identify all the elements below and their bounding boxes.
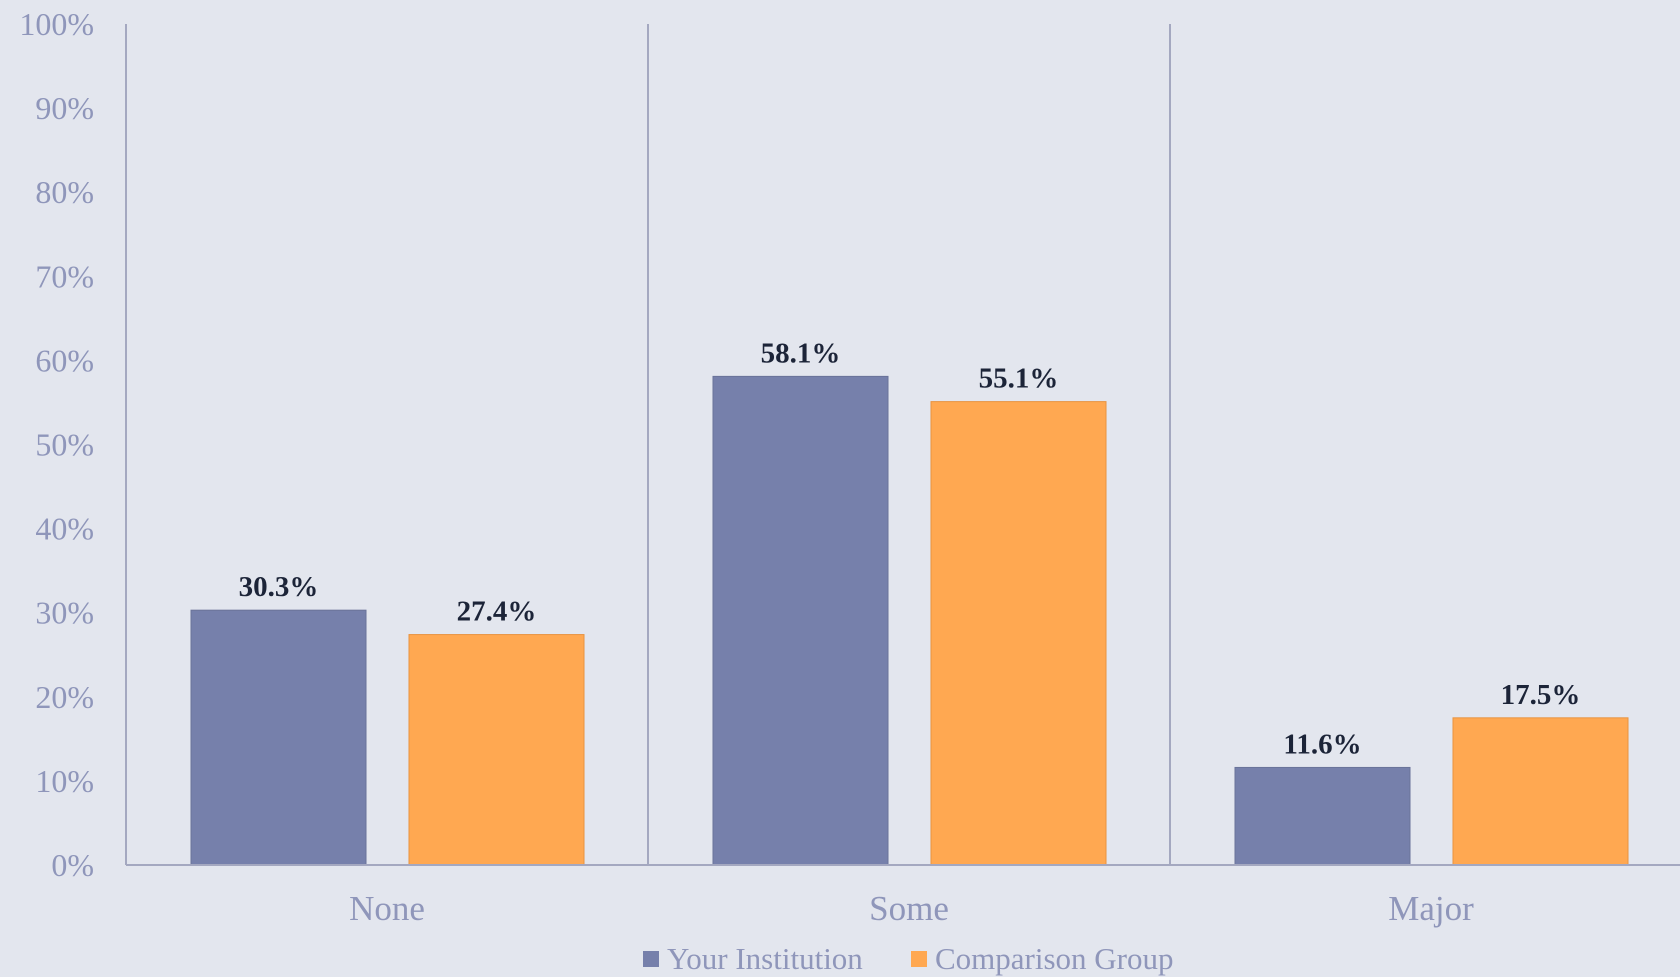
x-category-label: Major [1388,889,1474,928]
y-axis-ticks: 0% 10% 20% 30% 40% 50% 60% 70% 80% 90% 100% [19,6,94,883]
y-tick-label: 40% [35,511,94,547]
category-separators [647,24,1171,865]
data-label: 58.1% [761,337,841,369]
legend: Your Institution Comparison Group [643,941,1174,976]
bar-comparison-group-major [1452,717,1629,866]
bar-comparison-group-some [930,401,1107,866]
bar-your-institution-some [712,375,889,866]
y-tick-label: 80% [35,174,94,210]
x-category-label: Some [869,889,949,928]
y-tick-label: 30% [35,595,94,631]
data-label: 55.1% [979,363,1059,395]
x-category-label: None [349,889,425,928]
y-tick-label: 70% [35,258,94,294]
y-tick-label: 50% [35,427,94,463]
data-label: 30.3% [239,571,319,603]
y-tick-label: 20% [35,679,94,715]
legend-label: Comparison Group [935,941,1174,976]
legend-swatch [643,951,659,967]
data-label: 17.5% [1501,679,1581,711]
y-tick-label: 0% [51,847,94,883]
bars-group [190,375,1629,866]
bar-comparison-group-none [408,634,585,866]
data-label: 27.4% [457,596,537,628]
legend-swatch [911,951,927,967]
y-tick-label: 10% [35,763,94,799]
y-tick-label: 90% [35,90,94,126]
bar-your-institution-none [190,609,367,866]
legend-label: Your Institution [667,941,863,976]
axes-group [125,24,1680,866]
y-tick-label: 100% [19,6,94,42]
y-tick-label: 60% [35,342,94,378]
bar-your-institution-major [1234,766,1411,866]
category-labels: None Some Major [349,889,1474,928]
data-label: 11.6% [1283,728,1361,760]
data-labels-group: 30.3% 58.1% 11.6% 27.4% 55.1% 17.5% [239,337,1581,760]
